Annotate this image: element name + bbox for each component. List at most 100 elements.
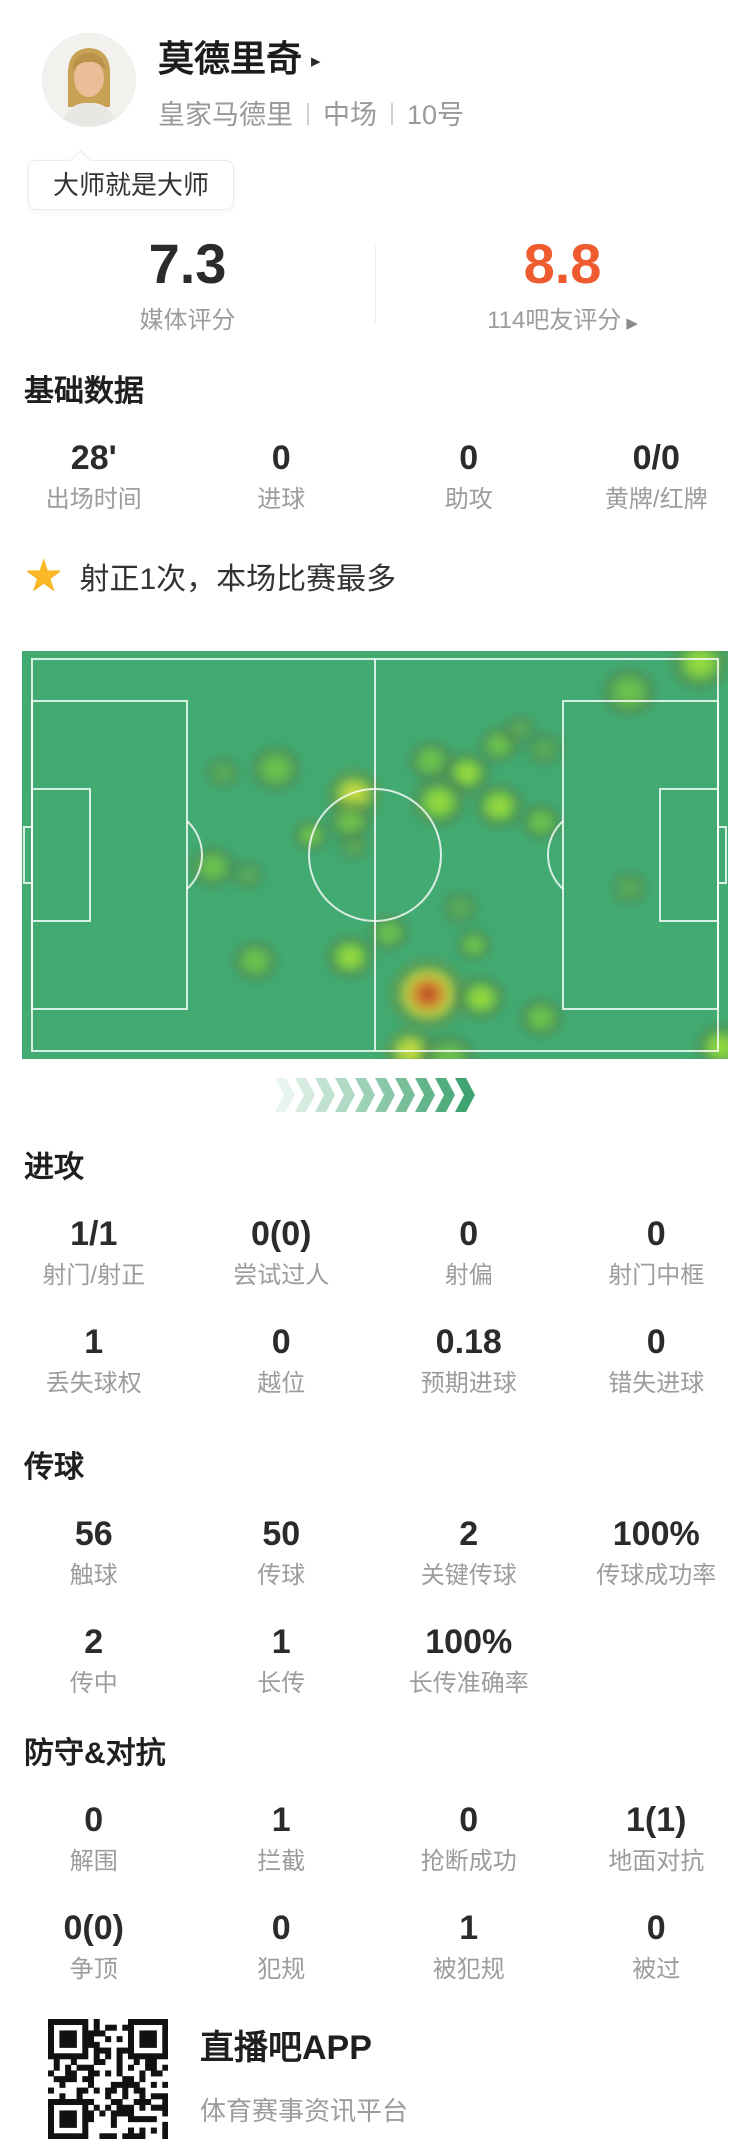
player-name: 莫德里奇 xyxy=(158,38,303,79)
stat-value: 0.18 xyxy=(435,1323,502,1361)
stat-cell: 0(0) 争顶 xyxy=(0,1907,188,1985)
stat-cell: 0 进球 xyxy=(188,437,376,515)
stat-label: 传中 xyxy=(69,1670,118,1697)
stat-cell: 1 拦截 xyxy=(188,1799,376,1877)
section-title-defense: 防守&对抗 xyxy=(24,1737,166,1770)
stat-cell: 1 长传 xyxy=(188,1621,376,1699)
stat-cell: 0 犯规 xyxy=(188,1907,376,1985)
stat-label: 射门/射正 xyxy=(42,1262,146,1289)
stat-label: 错失进球 xyxy=(608,1370,705,1397)
stat-value: 1 xyxy=(84,1323,104,1361)
stat-label: 传球 xyxy=(257,1562,306,1589)
stat-value: 1 xyxy=(459,1909,479,1947)
stat-cell: 56 触球 xyxy=(0,1513,188,1591)
transition-chevrons xyxy=(0,1077,750,1113)
stat-value: 1 xyxy=(271,1801,291,1839)
stat-label: 助攻 xyxy=(444,486,493,513)
stat-value: 1(1) xyxy=(626,1801,687,1839)
defense-stat-grid: 0 解围 1 拦截 0 抢断成功 1(1) 地面对抗 0(0) 争顶 0 犯规 … xyxy=(0,1799,750,1985)
stat-value: 0 xyxy=(271,439,291,477)
stat-cell: 0.18 预期进球 xyxy=(375,1321,563,1399)
stat-label: 争顶 xyxy=(69,1956,118,1983)
stat-label: 解围 xyxy=(69,1848,118,1875)
section-title-attack: 进攻 xyxy=(24,1151,84,1184)
stat-cell: 100% 长传准确率 xyxy=(375,1621,563,1699)
media-rating-value: 7.3 xyxy=(148,232,227,295)
player-photo-icon xyxy=(42,33,136,127)
player-number: 10号 xyxy=(406,100,465,130)
stat-cell: 1/1 射门/射正 xyxy=(0,1213,188,1291)
stat-label: 犯规 xyxy=(257,1956,306,1983)
stat-cell: 0 助攻 xyxy=(375,437,563,515)
pitch-heatmap xyxy=(22,651,728,1059)
stat-cell: 0 解围 xyxy=(0,1799,188,1877)
stat-label: 触球 xyxy=(69,1562,118,1589)
stat-value: 2 xyxy=(84,1623,104,1661)
stat-value: 1 xyxy=(271,1623,291,1661)
player-name-row[interactable]: 莫德里奇 ▸ xyxy=(158,37,464,81)
highlight-text: 射正1次，本场比赛最多 xyxy=(79,563,397,596)
star-icon: ★ xyxy=(24,551,64,600)
meta-separator: | xyxy=(388,99,395,125)
app-name: 直播吧APP xyxy=(200,2029,372,2067)
stat-cell: 0 被过 xyxy=(563,1907,750,1985)
stat-cell: 0 错失进球 xyxy=(563,1321,750,1399)
stat-label: 被犯规 xyxy=(432,1956,505,1983)
stat-value: 56 xyxy=(74,1515,113,1553)
stat-label: 长传 xyxy=(257,1670,306,1697)
stat-cell: 100% 传球成功率 xyxy=(563,1513,750,1591)
stat-cell: 0/0 黄牌/红牌 xyxy=(563,437,750,515)
stat-value: 100% xyxy=(612,1515,700,1553)
stat-label: 预期进球 xyxy=(420,1370,517,1397)
caret-right-icon: ▶ xyxy=(626,315,638,332)
section-title-basic: 基础数据 xyxy=(24,375,144,408)
stat-value: 0 xyxy=(84,1801,104,1839)
stat-value: 100% xyxy=(425,1623,513,1661)
media-rating-label: 媒体评分 xyxy=(139,307,236,334)
stat-label: 地面对抗 xyxy=(608,1848,705,1875)
section-title-passing: 传球 xyxy=(24,1451,84,1484)
stat-cell: 0 射门中框 xyxy=(563,1213,750,1291)
stat-cell: 0(0) 尝试过人 xyxy=(188,1213,376,1291)
fans-rating[interactable]: 8.8 114吧友评分 ▶ xyxy=(375,232,750,339)
stat-label: 丢失球权 xyxy=(45,1370,142,1397)
stat-value: 0 xyxy=(459,1801,479,1839)
media-rating: 7.3 媒体评分 xyxy=(0,232,375,339)
stat-label: 出场时间 xyxy=(45,486,142,513)
stat-cell: 0 越位 xyxy=(188,1321,376,1399)
stat-cell: 0 射偏 xyxy=(375,1213,563,1291)
avatar xyxy=(42,33,136,127)
fans-rating-label: 114吧友评分 ▶ xyxy=(375,306,750,339)
stat-cell: 1 丢失球权 xyxy=(0,1321,188,1399)
heatmap-layer xyxy=(22,651,728,1059)
pitch-lines xyxy=(23,658,727,1052)
stat-cell: 0 抢断成功 xyxy=(375,1799,563,1877)
stat-value: 0 xyxy=(459,439,479,477)
ratings-row: 7.3 媒体评分 8.8 114吧友评分 ▶ xyxy=(0,232,750,339)
stat-value: 0/0 xyxy=(632,439,680,477)
fans-rating-label-text: 114吧友评分 xyxy=(487,307,622,334)
stat-cell: 2 关键传球 xyxy=(375,1513,563,1591)
stat-value: 0(0) xyxy=(251,1215,312,1253)
stat-value: 0 xyxy=(646,1215,666,1253)
stat-cell: 28' 出场时间 xyxy=(0,437,188,515)
stat-label: 射偏 xyxy=(444,1262,493,1289)
highlight-row: ★ 射正1次，本场比赛最多 xyxy=(24,551,750,600)
stat-label: 黄牌/红牌 xyxy=(604,486,708,513)
stat-value: 0(0) xyxy=(63,1909,124,1947)
stat-value: 1/1 xyxy=(70,1215,118,1253)
stat-cell: 50 传球 xyxy=(188,1513,376,1591)
stat-label: 尝试过人 xyxy=(233,1262,330,1289)
stat-label: 长传准确率 xyxy=(408,1670,529,1697)
player-meta: 皇家马德里 | 中场 | 10号 xyxy=(158,93,464,132)
fans-rating-value: 8.8 xyxy=(523,232,602,295)
stat-label: 拦截 xyxy=(257,1848,306,1875)
stat-label: 射门中框 xyxy=(608,1262,705,1289)
player-position: 中场 xyxy=(322,100,377,130)
stat-cell: 1 被犯规 xyxy=(375,1907,563,1985)
caret-right-icon: ▸ xyxy=(311,50,321,72)
attack-stat-grid: 1/1 射门/射正 0(0) 尝试过人 0 射偏 0 射门中框 1 丢失球权 0… xyxy=(0,1213,750,1399)
qr-code xyxy=(48,2019,169,2140)
stat-label: 进球 xyxy=(257,486,306,513)
passing-stat-grid: 56 触球 50 传球 2 关键传球 100% 传球成功率 2 传中 1 长传 … xyxy=(0,1513,750,1699)
